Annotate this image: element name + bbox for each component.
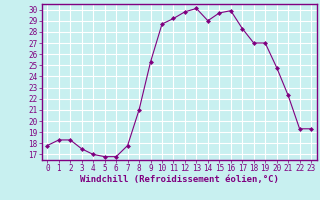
- X-axis label: Windchill (Refroidissement éolien,°C): Windchill (Refroidissement éolien,°C): [80, 175, 279, 184]
